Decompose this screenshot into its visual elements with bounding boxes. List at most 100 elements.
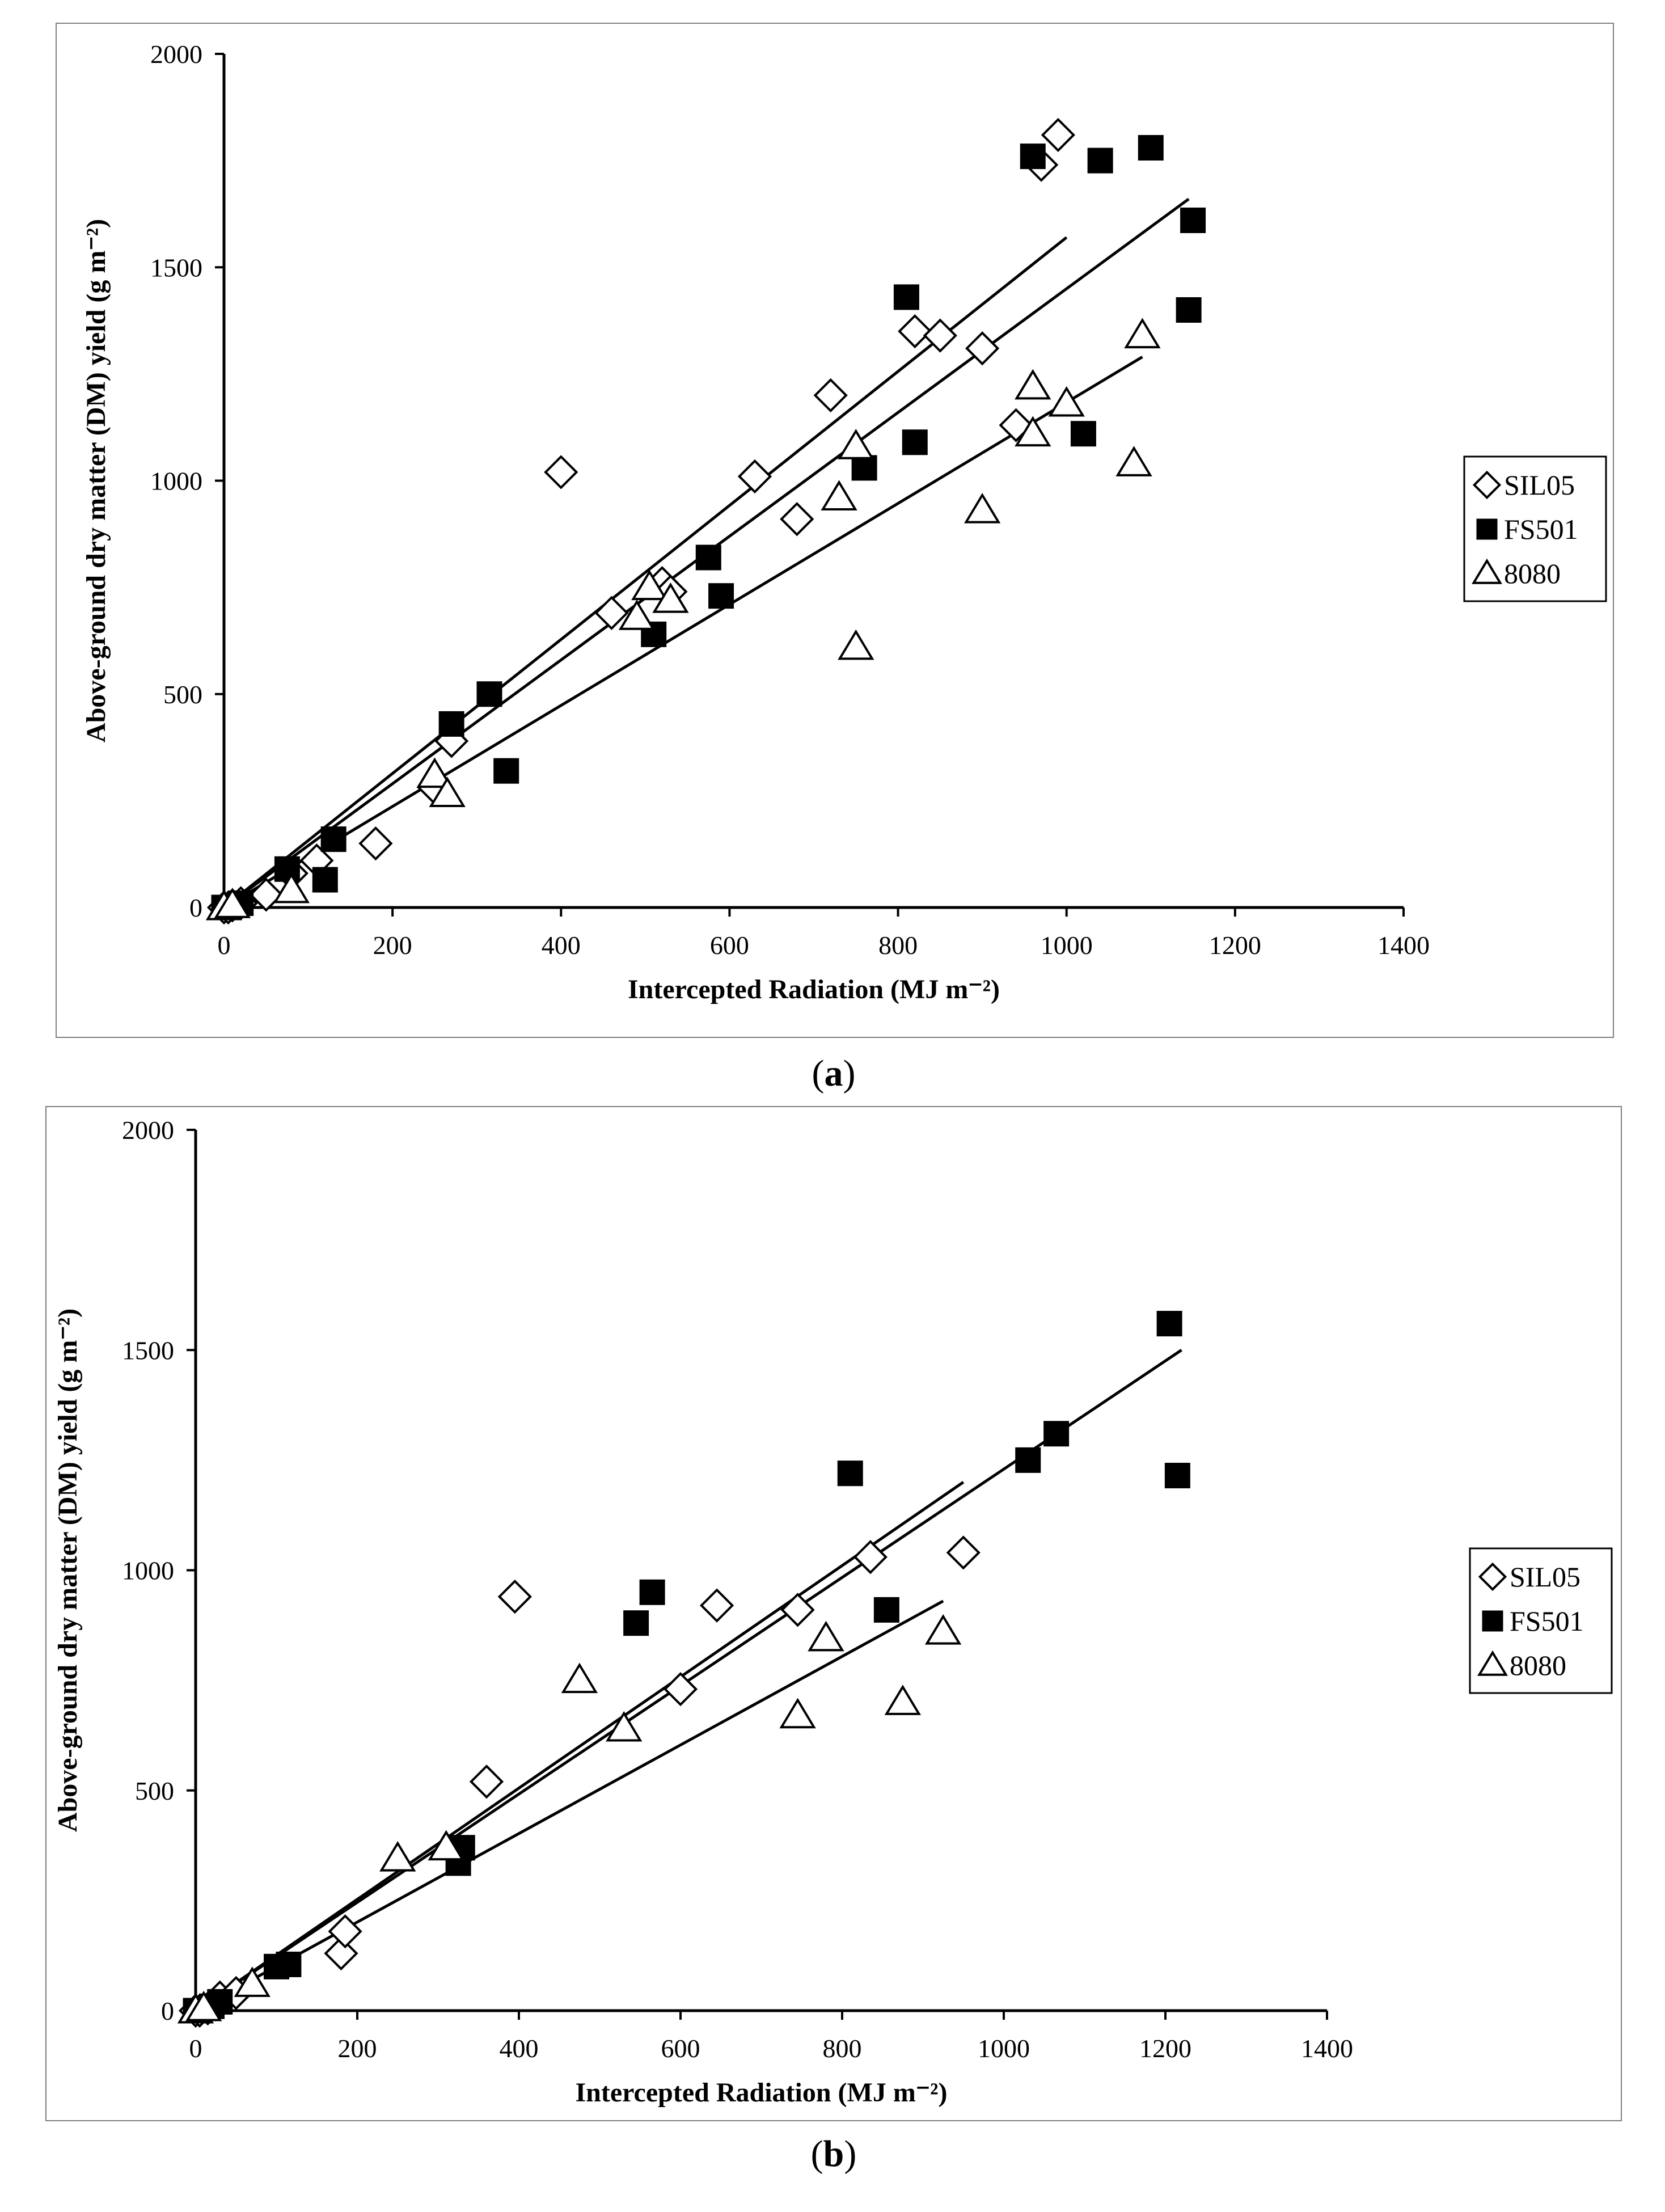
panel-a-point-fs501 — [1070, 421, 1096, 447]
panel-b-point-fs501 — [276, 1951, 302, 1977]
panel-b-y-axis-title: Above-ground dry matter (DM) yield (g m⁻… — [53, 1308, 83, 1832]
panel-b-point-fs501 — [623, 1610, 649, 1636]
panel-a-x-tick-label: 200 — [373, 931, 412, 960]
panel-b-point-fs501 — [1156, 1311, 1182, 1337]
panel-a-point-fs501 — [851, 455, 877, 481]
panel-b-x-tick-label: 0 — [189, 2034, 202, 2063]
panel-b-point-fs501 — [639, 1579, 665, 1605]
panel-a-y-tick-label: 2000 — [150, 40, 202, 69]
panel-b-point-8080 — [606, 1711, 643, 1742]
panel-a-point-8080 — [1015, 369, 1051, 400]
panel-b-point-8080 — [884, 1685, 922, 1715]
panel-b-y-tick-label: 1500 — [122, 1336, 174, 1365]
panel-a-point-8080 — [214, 888, 251, 918]
panel-a-point-sil05 — [780, 502, 814, 537]
panel-a-point-sil05 — [594, 596, 629, 630]
panel-a-point-fs501 — [438, 711, 464, 737]
panel-a-point-fs501 — [1020, 143, 1046, 170]
panel-b-point-8080 — [779, 1698, 816, 1729]
panel-b-point-8080 — [428, 1830, 464, 1861]
panel-b-point-sil05 — [780, 1593, 815, 1627]
panel-b-y-tick-label: 500 — [135, 1776, 174, 1805]
panel-a-point-fs501 — [1138, 135, 1164, 161]
panel-a-point-sil05 — [923, 318, 957, 353]
panel-b-point-8080 — [234, 1966, 271, 1997]
panel-a-point-fs501 — [493, 758, 519, 784]
caption-b: (b) — [810, 2133, 857, 2175]
panel-a-point-sil05 — [898, 314, 932, 349]
panel-b-point-sil05 — [469, 1764, 504, 1799]
panel-a-point-sil05 — [965, 331, 1000, 366]
panel-a-chart: 0 500 1000 1500 2000 0 200 400 600 800 1000 1200 140… — [81, 40, 1607, 1004]
panel-b-point-sil05 — [324, 1936, 358, 1971]
panel-b-x-tick-label: 400 — [500, 2034, 539, 2063]
panel-b-legend-marker-fs501 — [1482, 1610, 1503, 1632]
panel-a-point-8080 — [652, 582, 689, 613]
panel-b-point-8080 — [379, 1840, 416, 1872]
panel-b-legend-label-8080: 8080 — [1510, 1649, 1566, 1681]
panel-a-point-sil05 — [1041, 117, 1075, 153]
panel-a-point-8080 — [416, 757, 453, 788]
panel-b-point-fs501 — [837, 1460, 863, 1487]
panel-b-point-sil05 — [700, 1588, 734, 1623]
panel-a-point-fs501 — [312, 867, 338, 893]
panel-b-frame — [45, 1106, 1622, 2121]
panel-a-legend-marker-sil05 — [1472, 470, 1502, 500]
panel-b-x-tick-label: 600 — [661, 2034, 700, 2063]
panel-a-point-sil05 — [544, 455, 578, 489]
panel-b-point-8080 — [561, 1662, 598, 1694]
panel-a-point-sil05 — [358, 826, 393, 861]
panel-a-point-sil05 — [813, 378, 848, 413]
panel-a-point-fs501 — [274, 856, 300, 882]
panel-a-x-tick-label: 600 — [710, 931, 749, 960]
panel-a-point-8080 — [631, 569, 668, 601]
panel-b-point-sil05 — [497, 1579, 532, 1614]
panel-b-legend-label-fs501: FS501 — [1510, 1605, 1584, 1637]
panel-a-y-tick-label: 1000 — [150, 467, 202, 496]
panel-b-y-tick-label: 1000 — [122, 1556, 174, 1585]
panel-a-x-tick-label: 400 — [542, 931, 581, 960]
panel-a-x-tick-label: 1000 — [1041, 931, 1093, 960]
panel-a-point-8080 — [1115, 446, 1152, 476]
panel-a-point-fs501 — [893, 284, 919, 310]
panel-a-point-8080 — [963, 493, 1001, 524]
panel-a-point-8080 — [273, 872, 310, 904]
panel-b-point-fs501 — [873, 1597, 899, 1623]
panel-a-y-tick-label: 0 — [189, 893, 202, 922]
panel-b-y-tick-label: 2000 — [122, 1116, 174, 1145]
panel-b-legend-marker-8080 — [1477, 1650, 1508, 1676]
panel-a-x-tick-label: 1400 — [1377, 931, 1430, 960]
panel-a-legend-label-fs501: FS501 — [1504, 513, 1578, 545]
panel-a-x-tick-label: 0 — [218, 931, 231, 960]
panel-a-point-fs501 — [1087, 147, 1113, 174]
panel-a-point-8080 — [1048, 386, 1085, 417]
panel-a-point-fs501 — [320, 826, 346, 852]
panel-b-x-axis-title: Intercepted Radiation (MJ m⁻²) — [575, 2078, 947, 2108]
panel-b-point-8080 — [808, 1620, 844, 1652]
panel-a-point-fs501 — [902, 429, 928, 455]
panel-b-legend-marker-sil05 — [1478, 1562, 1507, 1592]
panel-a-y-tick-label: 1500 — [150, 253, 202, 282]
panel-b-fit-line-sil05 — [195, 1481, 965, 2012]
panel-b-point-sil05 — [328, 1914, 362, 1949]
panel-a-point-fs501 — [476, 681, 502, 707]
panel-a-point-8080 — [821, 480, 857, 511]
panel-a-point-fs501 — [708, 583, 734, 609]
panel-a-legend-label-sil05: SIL05 — [1504, 469, 1575, 501]
panel-b-point-8080 — [924, 1614, 962, 1645]
panel-b-x-tick-label: 200 — [338, 2034, 377, 2063]
panel-a-point-fs501 — [695, 544, 721, 571]
panel-b-point-sil05 — [853, 1540, 888, 1574]
panel-a-fit-line-sil05 — [223, 236, 1068, 909]
panel-b-legend-label-sil05: SIL05 — [1510, 1561, 1581, 1593]
panel-a-legend-marker-fs501 — [1476, 518, 1498, 540]
panel-a-fit-line-8080 — [223, 356, 1143, 909]
panel-a-point-8080 — [838, 429, 874, 459]
panel-a-point-fs501 — [1180, 207, 1206, 233]
panel-a-point-8080 — [1015, 416, 1051, 447]
panel-b-point-8080 — [185, 1990, 222, 2021]
panel-b-x-tick-label: 1400 — [1301, 2034, 1353, 2063]
panel-b-point-fs501 — [1015, 1447, 1041, 1473]
panel-a-legend-marker-8080 — [1472, 558, 1502, 584]
